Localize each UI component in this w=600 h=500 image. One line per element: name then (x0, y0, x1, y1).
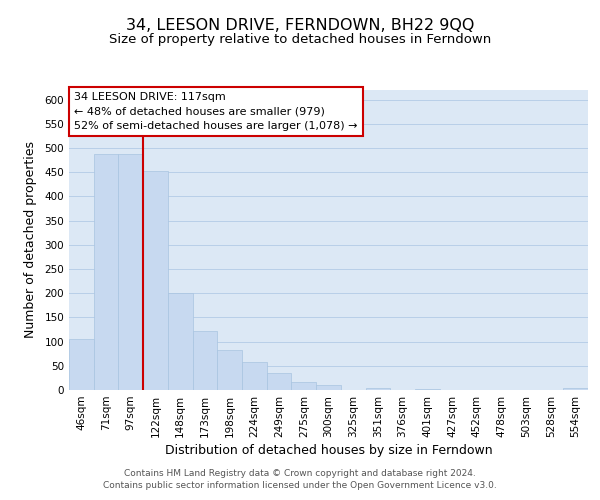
Bar (292, 382, 316, 390)
Bar (316, 385, 341, 390)
Text: Size of property relative to detached houses in Ferndown: Size of property relative to detached ho… (109, 32, 491, 46)
Bar (563, 388, 588, 390)
Bar (267, 373, 292, 390)
Bar (143, 172, 168, 390)
Bar (193, 331, 217, 390)
Bar (415, 388, 440, 390)
Bar (118, 154, 143, 390)
X-axis label: Distribution of detached houses by size in Ferndown: Distribution of detached houses by size … (164, 444, 493, 457)
Text: 34, LEESON DRIVE, FERNDOWN, BH22 9QQ: 34, LEESON DRIVE, FERNDOWN, BH22 9QQ (126, 18, 474, 32)
Bar (242, 362, 267, 390)
Text: Contains HM Land Registry data © Crown copyright and database right 2024.
Contai: Contains HM Land Registry data © Crown c… (103, 468, 497, 490)
Bar (217, 350, 242, 390)
Text: 34 LEESON DRIVE: 117sqm
← 48% of detached houses are smaller (979)
52% of semi-d: 34 LEESON DRIVE: 117sqm ← 48% of detache… (74, 92, 358, 131)
Y-axis label: Number of detached properties: Number of detached properties (25, 142, 37, 338)
Bar (69, 339, 94, 390)
Bar (168, 293, 193, 390)
Bar (94, 154, 118, 390)
Bar (365, 388, 390, 390)
